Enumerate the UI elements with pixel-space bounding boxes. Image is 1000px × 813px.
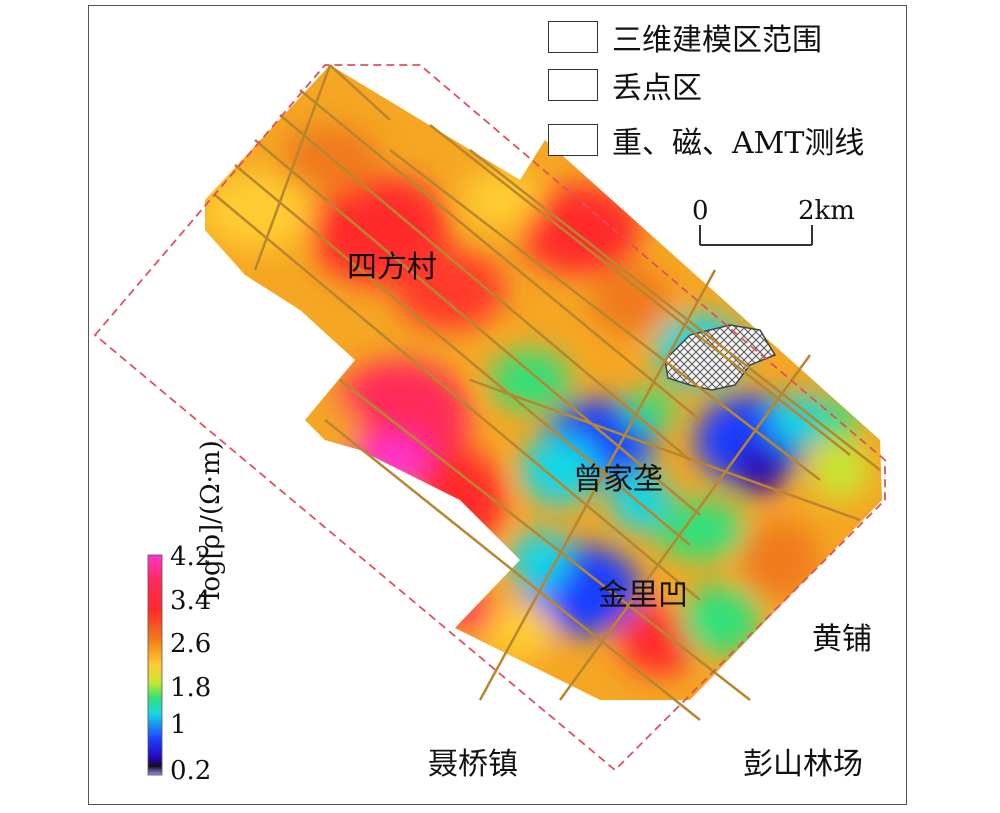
colorbar-tick: 3.4	[170, 586, 212, 616]
colorbar-title: log[ρ]/(Ω·m)	[196, 440, 226, 600]
scale-end-label: 2km	[798, 196, 855, 226]
place-huangpu: 黄铺	[812, 622, 872, 657]
place-pengshanlinchang: 彭山林场	[743, 747, 863, 782]
legend-label: 三维建模区范围	[612, 23, 822, 58]
legend-label: 重、磁、AMT测线	[612, 126, 865, 161]
colorbar-tick: 0.2	[170, 756, 212, 786]
colorbar-tick: 2.6	[170, 629, 212, 659]
scale-start-label: 0	[692, 196, 709, 226]
legend-modeling-area: 三维建模区范围	[548, 17, 822, 58]
legend-survey-lines: 重、磁、AMT测线	[548, 120, 865, 161]
colorbar-tick: 1	[170, 710, 187, 740]
legend-label: 丢点区	[612, 71, 702, 106]
survey-lines	[214, 64, 881, 721]
colorbar-tick: 1.8	[170, 673, 212, 703]
place-zengjiaping: 曾家垄	[573, 462, 663, 497]
legend-lost-point: 丢点区	[548, 65, 702, 106]
lost-point-area	[664, 324, 777, 391]
place-nieqiaozhen: 聂桥镇	[428, 747, 518, 782]
colorbar-tick: 4.2	[170, 542, 212, 572]
place-sifangcun: 四方村	[347, 250, 437, 285]
modeling-area-boundary	[93, 64, 886, 772]
legend-box	[548, 124, 598, 156]
place-jinlitu: 金里凹	[598, 578, 688, 613]
legend-box	[548, 69, 598, 101]
colorbar-gradient	[147, 554, 163, 776]
legend-box	[548, 21, 598, 53]
scale-bar	[699, 225, 813, 246]
